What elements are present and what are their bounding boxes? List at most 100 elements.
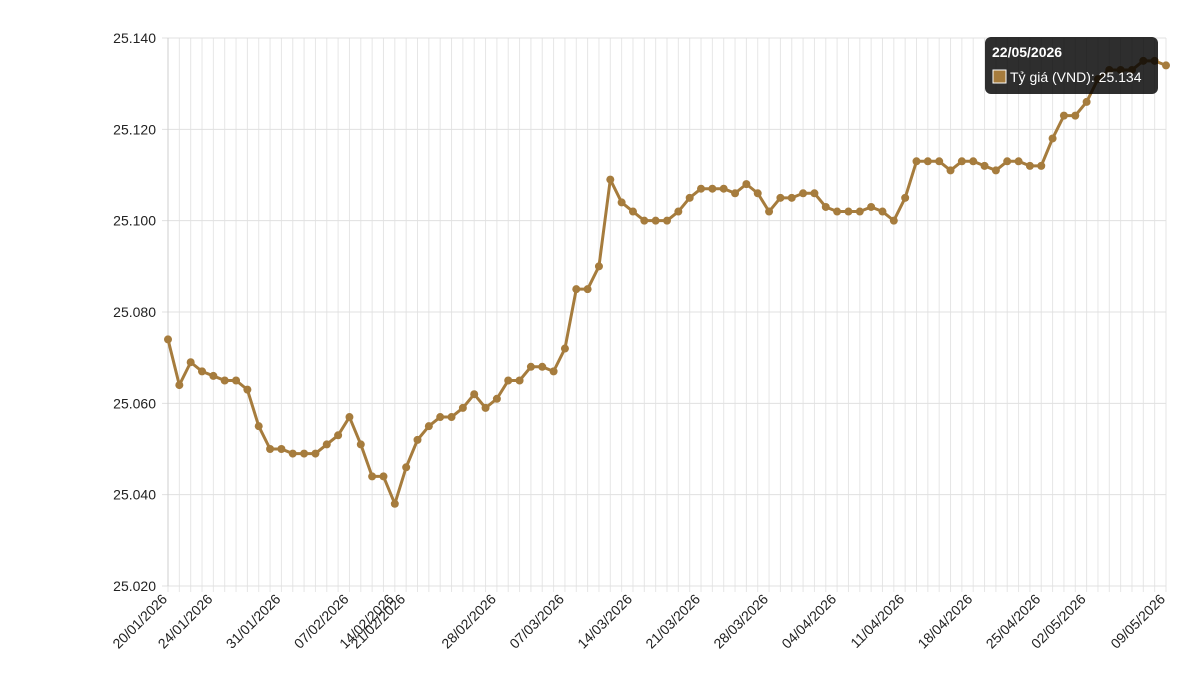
point [447,413,456,422]
point [889,216,898,225]
point [549,367,558,376]
point [663,216,671,225]
y-tick-label: 25.020 [113,578,156,594]
point [1082,97,1091,106]
point [277,445,286,453]
point [198,367,207,376]
point [935,157,944,166]
point [1037,161,1046,170]
point [787,193,796,202]
tooltip-swatch [992,69,1007,84]
point [674,207,683,216]
point [243,385,252,394]
x-tick-label: 31/01/2026 [223,591,284,652]
y-tick-label: 25.140 [113,30,156,46]
point [1071,111,1080,120]
point [334,431,343,440]
y-tick-label: 25.120 [113,121,156,137]
point [481,403,490,412]
point [719,184,728,193]
point [322,440,331,449]
point [311,449,320,458]
point [617,198,626,207]
point [1048,134,1057,143]
y-tick-label: 25.080 [113,304,156,320]
point [878,207,887,216]
point [413,435,422,444]
point [470,390,479,399]
point [368,472,377,481]
point [266,445,275,453]
point [833,207,842,216]
point [606,175,615,184]
point [560,344,569,353]
point [458,403,467,412]
point [685,193,694,202]
point [821,202,830,211]
y-tick-label: 25.040 [113,487,156,503]
x-tick-label: 04/04/2026 [778,591,839,652]
point [991,166,1000,175]
point [1003,157,1012,166]
y-tick-label: 25.060 [113,395,156,411]
point [640,216,649,225]
point [1014,157,1023,166]
point [288,449,297,458]
point [912,157,921,166]
x-tick-label: 28/03/2026 [710,591,771,652]
point [923,157,932,166]
point [753,189,762,198]
point [232,376,241,385]
tooltip: 22/05/2026 Tỷ giá (VND): 25.134 [985,37,1158,94]
point [765,207,774,216]
tooltip-title: 22/05/2026 [992,44,1062,60]
point [901,193,910,202]
x-tick-label: 14/03/2026 [574,591,635,652]
point [254,422,263,431]
point [957,157,966,166]
point [220,376,229,385]
point [867,202,876,211]
point [538,362,547,371]
point [776,193,785,202]
point [946,166,955,175]
point [390,499,399,508]
point [492,394,501,403]
point [855,207,864,216]
tooltip-box [985,37,1158,94]
point [436,413,445,422]
point [526,362,535,371]
point [504,376,513,385]
point [186,358,195,367]
tooltip-text: Tỷ giá (VND): 25.134 [1010,69,1142,85]
point [708,184,717,193]
point [1025,161,1034,170]
point [164,335,172,344]
x-tick-label: 09/05/2026 [1107,591,1168,652]
point [402,463,411,472]
point [799,189,808,198]
point [515,376,524,385]
point [345,413,354,422]
point [300,449,309,458]
point [651,216,660,225]
x-tick-label: 07/03/2026 [506,591,567,652]
y-tick-label: 25.100 [113,213,156,229]
point [742,180,751,189]
point [583,285,592,294]
point [209,371,218,380]
point [810,189,819,198]
point [572,285,581,294]
x-tick-label: 11/04/2026 [847,591,907,651]
point [1162,61,1170,70]
point [731,189,740,198]
point [980,161,989,170]
point [628,207,637,216]
point [424,422,433,431]
x-tick-label: 21/03/2026 [642,591,703,652]
point [175,381,184,390]
point [379,472,388,481]
x-tick-label: 18/04/2026 [914,591,975,652]
point [969,157,978,166]
